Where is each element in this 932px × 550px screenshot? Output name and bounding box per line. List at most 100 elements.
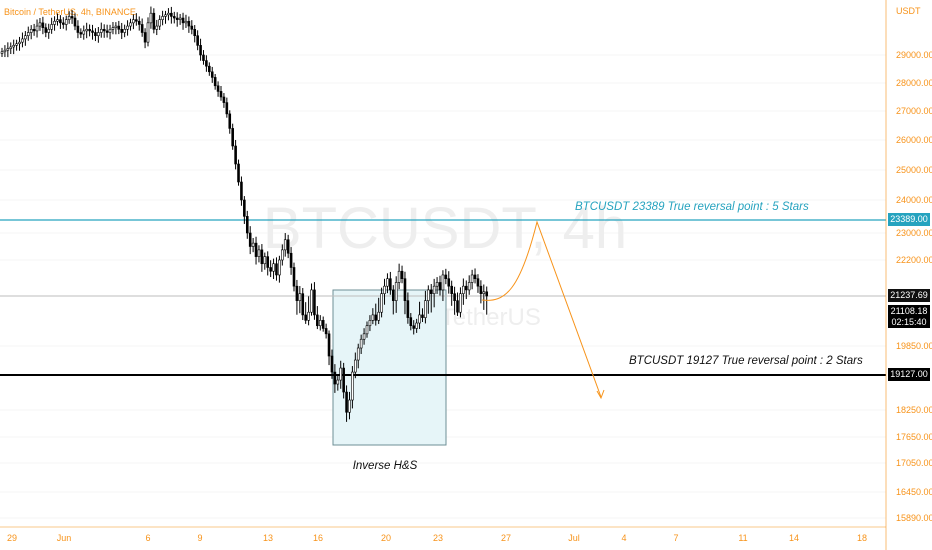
candle-body bbox=[234, 145, 237, 165]
candle-body bbox=[56, 19, 59, 22]
candle-body bbox=[400, 270, 404, 280]
price-tick-label: 26000.00 bbox=[896, 135, 932, 145]
candle-body bbox=[339, 367, 343, 381]
time-tick-label: 7 bbox=[673, 533, 678, 543]
candle-body bbox=[140, 24, 144, 33]
candle-body bbox=[129, 22, 132, 27]
candle-body bbox=[44, 27, 48, 33]
candle-body bbox=[289, 252, 293, 268]
grid bbox=[0, 54, 886, 519]
candle-body bbox=[362, 333, 366, 340]
candle-body bbox=[333, 371, 337, 385]
candle-body bbox=[245, 216, 249, 234]
price-tick-label: 23000.00 bbox=[896, 228, 932, 238]
candle-body bbox=[453, 293, 456, 301]
candle-body bbox=[155, 25, 159, 30]
candle-body bbox=[450, 285, 453, 294]
candle-body bbox=[120, 28, 124, 33]
candle-body bbox=[359, 338, 363, 349]
candle-body bbox=[15, 43, 18, 46]
candle-body bbox=[88, 28, 91, 32]
candle-body bbox=[251, 242, 255, 247]
time-tick-label: 9 bbox=[197, 533, 202, 543]
candle-body bbox=[464, 285, 468, 291]
candle-body bbox=[41, 22, 45, 28]
candle-body bbox=[459, 293, 462, 313]
candle-body bbox=[429, 289, 433, 294]
candle-body bbox=[181, 17, 185, 24]
candle-body bbox=[213, 77, 217, 87]
candle-body bbox=[137, 20, 141, 25]
time-tick-label: Jul bbox=[568, 533, 580, 543]
candle-body bbox=[286, 239, 290, 254]
time-axis[interactable]: 29 Jun 6 9 13 16 20 23 27 Jul 4 7 11 14 18 bbox=[0, 526, 886, 543]
candle-body bbox=[324, 328, 328, 335]
candle-body bbox=[196, 35, 199, 46]
candle-body bbox=[447, 278, 451, 287]
candle-body bbox=[67, 16, 71, 20]
candle-body bbox=[301, 293, 305, 316]
candle-body bbox=[318, 320, 322, 327]
candle-body bbox=[278, 259, 281, 276]
pattern-box bbox=[332, 289, 447, 446]
candle-body bbox=[143, 32, 147, 43]
candle-body bbox=[53, 20, 56, 25]
candle-body bbox=[178, 17, 182, 20]
candle-body bbox=[485, 291, 489, 297]
candle-body bbox=[190, 25, 194, 30]
candle-body bbox=[237, 163, 240, 183]
time-tick-label: 11 bbox=[738, 533, 747, 543]
candle-body bbox=[29, 28, 33, 33]
price-tick-label: 19850.00 bbox=[896, 341, 932, 351]
time-tick-label: 29 bbox=[7, 533, 17, 543]
time-tick-label: Jun bbox=[57, 533, 72, 543]
time-tick-label: 14 bbox=[789, 533, 799, 543]
current-price-tag-text: 21108.18 bbox=[891, 306, 928, 316]
time-tick-label: 6 bbox=[145, 533, 150, 543]
candle-body bbox=[222, 96, 226, 103]
candle-body bbox=[117, 25, 121, 30]
candle-body bbox=[167, 12, 170, 16]
candle-body bbox=[444, 274, 448, 280]
candle-body bbox=[59, 19, 62, 24]
candle-body bbox=[91, 30, 94, 33]
candle-body bbox=[292, 267, 296, 287]
price-tick-label: 28000.00 bbox=[896, 78, 932, 88]
candle-body bbox=[482, 291, 486, 294]
candle-body bbox=[62, 22, 65, 25]
candle-body bbox=[281, 249, 284, 261]
price-tick-label: 22200.00 bbox=[896, 255, 932, 265]
annotations: BTCUSDT 23389 True reversal point : 5 St… bbox=[353, 201, 863, 472]
candle-body bbox=[260, 249, 264, 265]
candle-body bbox=[321, 320, 325, 329]
candle-body bbox=[79, 32, 83, 35]
time-tick-label: 13 bbox=[263, 533, 273, 543]
candle-body bbox=[94, 32, 97, 37]
candle-body bbox=[421, 314, 424, 318]
candle-body bbox=[272, 263, 275, 272]
current-price-tag bbox=[888, 305, 930, 328]
candle-body bbox=[225, 102, 229, 115]
candle-body bbox=[397, 270, 401, 283]
support-label: BTCUSDT 19127 True reversal point : 2 St… bbox=[629, 355, 863, 367]
price-axis[interactable]: USDT 29000.00 28000.00 27000.00 26000.00 2500… bbox=[885, 0, 932, 550]
candle-body bbox=[158, 19, 161, 27]
pattern-label: Inverse H&S bbox=[353, 460, 418, 472]
candle-body bbox=[441, 274, 445, 291]
candle-body bbox=[21, 38, 24, 43]
time-tick-label: 16 bbox=[313, 533, 323, 543]
candle-body bbox=[240, 181, 243, 201]
candle-body bbox=[470, 274, 474, 283]
candle-body bbox=[24, 35, 27, 40]
candle-body bbox=[304, 314, 307, 321]
candle-body bbox=[50, 24, 53, 30]
price-tick-label: 25000.00 bbox=[896, 165, 932, 175]
candle-body bbox=[394, 282, 398, 301]
candle-body bbox=[418, 314, 421, 324]
candle-body bbox=[175, 17, 179, 20]
candle-body bbox=[266, 256, 270, 268]
candle-body bbox=[193, 28, 197, 37]
candle-body bbox=[380, 293, 383, 313]
candle-body bbox=[438, 282, 442, 291]
